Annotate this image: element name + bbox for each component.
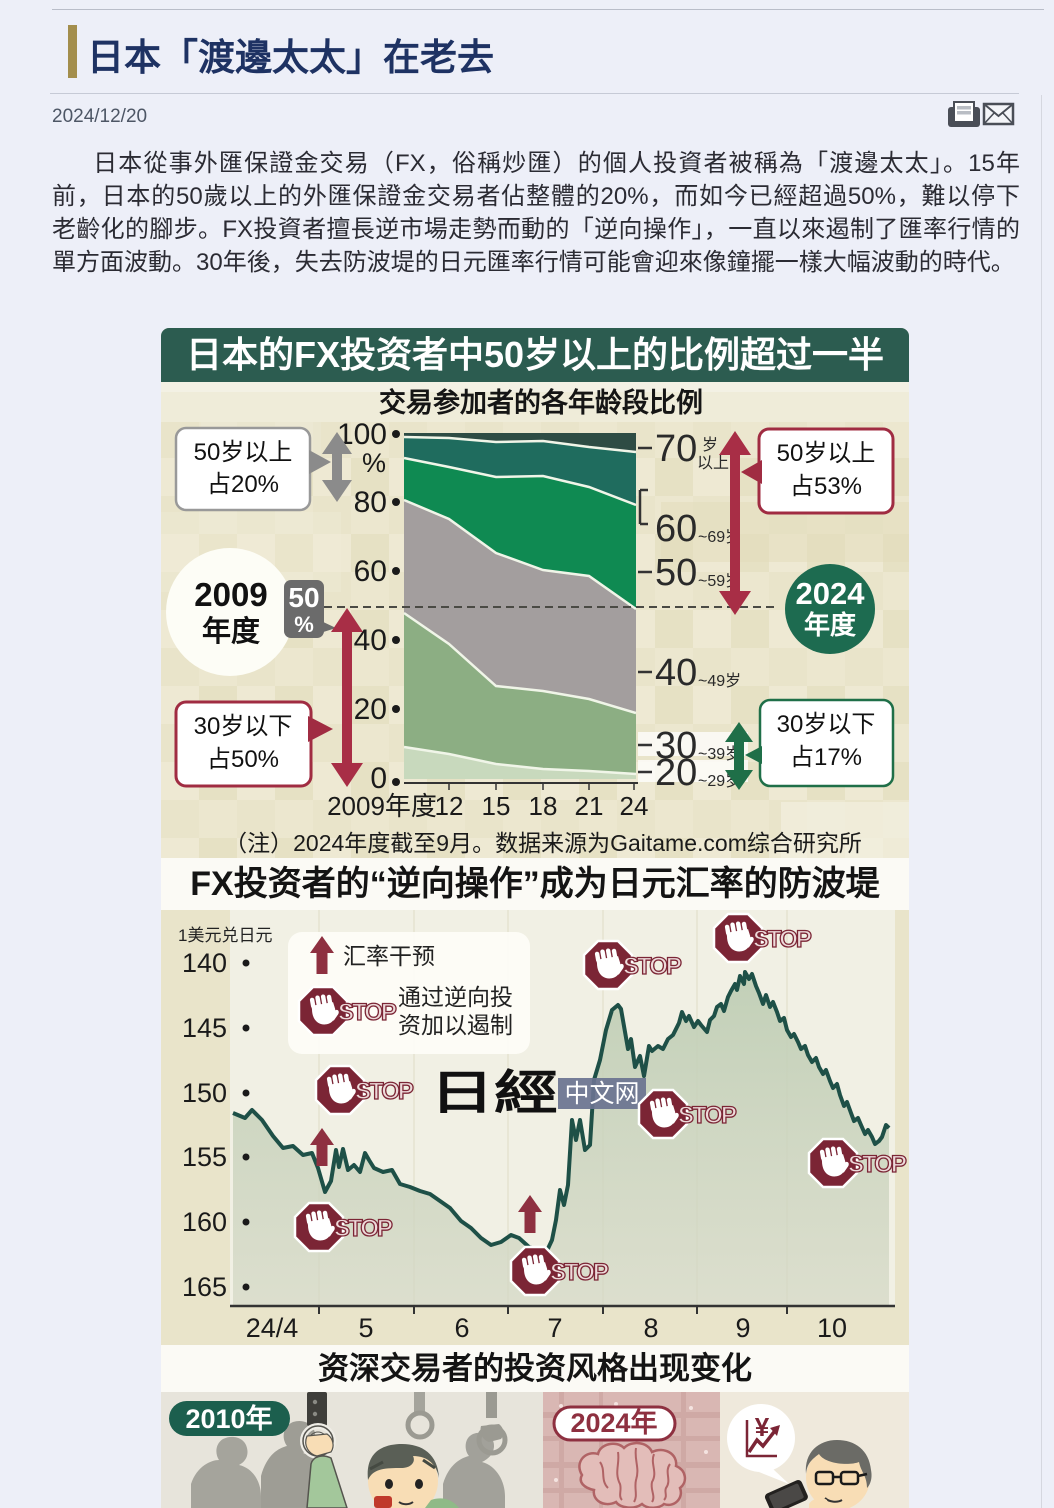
svg-text:年度: 年度 [804, 610, 856, 640]
svg-text:交易参加者的各年龄段比例: 交易参加者的各年龄段比例 [379, 387, 703, 418]
svg-text:中文网: 中文网 [564, 1080, 639, 1108]
svg-text:18: 18 [529, 791, 558, 821]
svg-text:以上: 以上 [697, 454, 729, 472]
svg-text:24: 24 [620, 791, 649, 821]
svg-text:60: 60 [655, 508, 697, 550]
svg-text:占20%: 占20% [207, 471, 279, 498]
svg-text:8: 8 [643, 1313, 658, 1343]
svg-text:占50%: 占50% [207, 746, 279, 773]
svg-text:2024: 2024 [796, 576, 866, 611]
svg-text:20: 20 [354, 693, 387, 726]
svg-text:40: 40 [655, 652, 697, 694]
svg-text:~49岁: ~49岁 [698, 672, 741, 690]
svg-text:5: 5 [358, 1313, 373, 1343]
svg-text:资加以遏制: 资加以遏制 [398, 1012, 513, 1038]
svg-text:%: % [294, 612, 314, 637]
svg-text:2010年: 2010年 [185, 1403, 272, 1434]
svg-text:155: 155 [182, 1142, 227, 1172]
svg-text:50岁以上: 50岁以上 [194, 439, 293, 466]
svg-text:12: 12 [435, 791, 464, 821]
svg-text:50岁以上: 50岁以上 [777, 440, 876, 467]
svg-text:%: % [362, 448, 386, 478]
svg-text:140: 140 [182, 948, 227, 978]
svg-text:30岁以下: 30岁以下 [194, 713, 293, 740]
svg-text:20: 20 [655, 752, 697, 794]
svg-text:50: 50 [655, 552, 697, 594]
svg-text:2009: 2009 [194, 576, 267, 613]
svg-text:145: 145 [182, 1013, 227, 1043]
svg-text:21: 21 [575, 791, 604, 821]
svg-text:50: 50 [288, 582, 319, 613]
svg-text:80: 80 [354, 486, 387, 519]
svg-text:30: 30 [655, 725, 697, 767]
svg-text:0: 0 [370, 762, 387, 795]
svg-text:~39岁: ~39岁 [698, 745, 741, 763]
svg-text:年度: 年度 [202, 614, 260, 648]
svg-text:7: 7 [547, 1313, 562, 1343]
svg-text:24/4: 24/4 [246, 1313, 299, 1343]
svg-text:（注）2024年度截至9月。数据来源为Gaitame.com: （注）2024年度截至9月。数据来源为Gaitame.com综合研究所 [224, 830, 862, 856]
svg-text:6: 6 [454, 1313, 469, 1343]
svg-text:岁: 岁 [702, 436, 718, 454]
svg-text:150: 150 [182, 1078, 227, 1108]
svg-text:汇率干预: 汇率干预 [343, 943, 435, 969]
svg-text:30岁以下: 30岁以下 [777, 711, 876, 738]
svg-text:10: 10 [817, 1313, 847, 1343]
svg-text:165: 165 [182, 1272, 227, 1302]
svg-text:占17%: 占17% [790, 744, 862, 771]
svg-text:15: 15 [482, 791, 511, 821]
svg-text:1美元兑日元: 1美元兑日元 [178, 926, 272, 945]
svg-text:占53%: 占53% [790, 473, 862, 500]
svg-text:2024年: 2024年 [570, 1407, 657, 1438]
svg-text:通过逆向投: 通过逆向投 [398, 984, 513, 1010]
svg-text:60: 60 [354, 555, 387, 588]
svg-text:160: 160 [182, 1207, 227, 1237]
svg-text:¥: ¥ [755, 1412, 770, 1442]
svg-text:9: 9 [735, 1313, 750, 1343]
svg-text:日經: 日經 [430, 1066, 558, 1119]
svg-text:2009年度: 2009年度 [327, 791, 437, 821]
svg-text:70: 70 [655, 428, 697, 470]
